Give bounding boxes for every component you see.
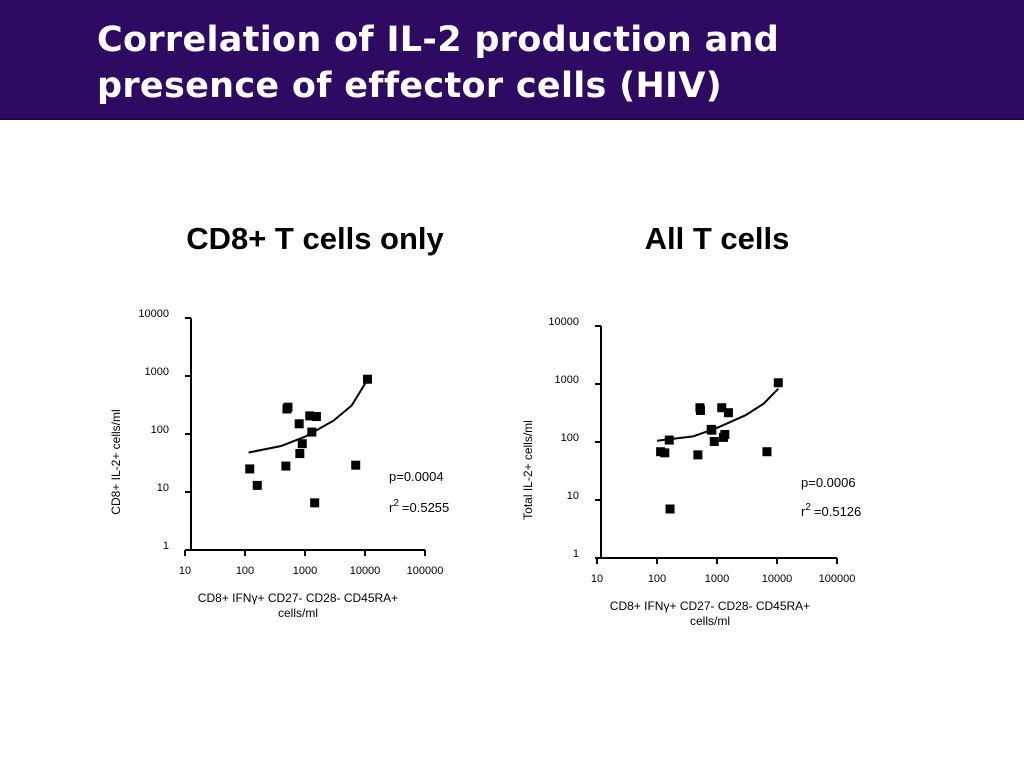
y-tick-label: 10 [567, 490, 579, 502]
r-squared-label: r2 =0.5255 [389, 498, 449, 515]
chart-right: 1 10 100 1000 10000 10 100 1000 10000 100000 CD8+ … [521, 316, 861, 628]
chart-title-right: All T cells [644, 221, 790, 256]
data-point [245, 464, 255, 474]
y-tick-label: 10 [157, 482, 169, 494]
x-axis-label: CD8+ IFNγ+ CD27- CD28- CD45RA+ [198, 591, 398, 605]
x-axis-label-line2: cells/ml [278, 606, 318, 620]
y-tick-label: 1000 [145, 366, 169, 378]
y-tick-label: 10000 [548, 316, 579, 328]
data-point [723, 408, 733, 418]
data-point [311, 412, 321, 422]
data-point [709, 437, 719, 447]
data-point [310, 498, 320, 508]
y-tick-label: 100 [151, 424, 169, 436]
regression-curve [248, 381, 368, 454]
r-exponent: 2 [393, 498, 399, 509]
x-axis-label-line2: cells/ml [690, 614, 730, 628]
slide-header: Correlation of IL-2 production and prese… [0, 0, 1024, 120]
x-tick-label: 100 [236, 565, 254, 577]
x-tick-label: 100000 [819, 573, 856, 585]
chart-left: 1 10 100 1000 10000 10 100 1000 10000 100000 CD8+ … [109, 308, 449, 620]
data-point [294, 419, 304, 429]
data-point [297, 439, 307, 449]
y-axis-label: CD8+ IL-2+ cells/ml [109, 409, 123, 514]
r-squared-value: =0.5126 [814, 504, 861, 519]
data-point [720, 429, 730, 439]
y-tick-label: 100 [561, 432, 579, 444]
y-axis-label: Total IL-2+ cells/ml [521, 420, 535, 520]
slide-title: Correlation of IL-2 production and prese… [97, 20, 780, 106]
data-point [717, 403, 727, 413]
x-tick-label: 10000 [350, 565, 381, 577]
regression-curve [656, 388, 780, 442]
data-point [295, 449, 305, 459]
p-value-label: p=0.0006 [801, 475, 856, 490]
y-tick-label: 1 [573, 548, 579, 560]
y-tick-label: 1000 [555, 374, 579, 386]
data-point [665, 504, 675, 514]
x-tick-label: 10 [591, 573, 603, 585]
x-tick-label: 10 [179, 565, 191, 577]
r-symbol: r [801, 504, 806, 519]
data-point [695, 405, 705, 415]
data-point [693, 450, 703, 460]
data-point [252, 480, 262, 490]
x-tick-label: 1000 [293, 565, 317, 577]
data-point [307, 427, 317, 437]
r-exponent: 2 [805, 502, 811, 513]
data-point [305, 411, 315, 421]
data-point [351, 460, 361, 470]
data-point [762, 447, 772, 457]
r-squared-value: =0.5255 [402, 500, 449, 515]
data-point [660, 448, 670, 458]
y-tick-label: 1 [163, 540, 169, 552]
x-tick-label: 1000 [705, 573, 729, 585]
r-squared-label: r2 =0.5126 [801, 502, 861, 519]
x-axis-label: CD8+ IFNγ+ CD27- CD28- CD45RA+ [610, 599, 810, 613]
chart-title-left: CD8+ T cells only [186, 221, 444, 256]
data-point [773, 378, 783, 388]
data-point [283, 402, 293, 412]
y-tick-label: 10000 [138, 308, 169, 320]
data-point [362, 374, 372, 384]
x-tick-label: 10000 [762, 573, 793, 585]
r-symbol: r [389, 500, 394, 515]
data-point [664, 435, 674, 445]
data-point [281, 461, 291, 471]
x-tick-label: 100 [648, 573, 666, 585]
p-value-label: p=0.0004 [389, 469, 444, 484]
x-tick-label: 100000 [407, 565, 444, 577]
data-point [707, 425, 717, 435]
